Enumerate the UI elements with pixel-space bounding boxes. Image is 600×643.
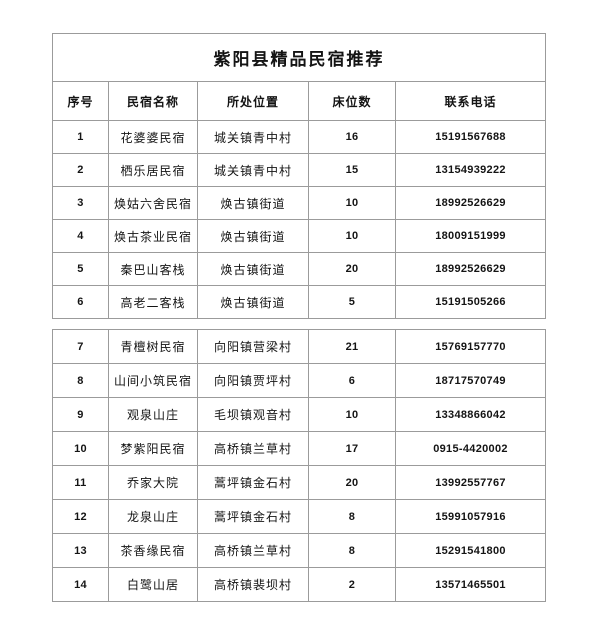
cell-location: 高桥镇兰草村 — [197, 431, 309, 466]
cell-bed-count: 10 — [308, 397, 396, 432]
homestay-recommendation-table: 紫阳县精品民宿推荐 序号 民宿名称 所处位置 床位数 联系电话 1 花婆婆民宿 … — [51, 33, 547, 602]
cell-homestay-name: 观泉山庄 — [108, 397, 198, 432]
cell-bed-count: 6 — [308, 363, 396, 398]
cell-location: 向阳镇贾坪村 — [197, 363, 309, 398]
table-body-block-1: 1 花婆婆民宿 城关镇青中村 16 15191567688 2 栖乐居民宿 城关… — [52, 120, 547, 319]
cell-location: 焕古镇街道 — [197, 219, 309, 253]
cell-serial-number: 13 — [52, 533, 109, 568]
table-row: 3 焕姑六舍民宿 焕古镇街道 10 18992526629 — [52, 186, 547, 220]
cell-contact-phone: 15191505266 — [394, 285, 547, 319]
column-header-no: 序号 — [52, 81, 109, 121]
cell-location: 毛坝镇观音村 — [197, 397, 309, 432]
cell-location: 焕古镇街道 — [197, 186, 309, 220]
cell-serial-number: 2 — [52, 153, 109, 187]
cell-serial-number: 8 — [52, 363, 109, 398]
table-row: 11 乔家大院 蒿坪镇金石村 20 13992557767 — [52, 465, 546, 500]
cell-serial-number: 1 — [52, 120, 109, 154]
cell-homestay-name: 秦巴山客栈 — [108, 252, 198, 286]
cell-contact-phone: 18992526629 — [394, 252, 547, 286]
cell-serial-number: 12 — [52, 499, 109, 534]
cell-contact-phone: 15991057916 — [395, 499, 546, 534]
cell-bed-count: 15 — [308, 153, 396, 187]
cell-serial-number: 9 — [52, 397, 109, 432]
cell-bed-count: 17 — [308, 431, 396, 466]
cell-bed-count: 16 — [308, 120, 396, 154]
cell-location: 向阳镇营梁村 — [197, 329, 309, 364]
column-header-phone: 联系电话 — [394, 81, 547, 121]
cell-location: 高桥镇兰草村 — [197, 533, 309, 568]
cell-bed-count: 8 — [308, 533, 396, 568]
cell-homestay-name: 青檀树民宿 — [108, 329, 198, 364]
table-title: 紫阳县精品民宿推荐 — [51, 33, 547, 82]
table-row: 1 花婆婆民宿 城关镇青中村 16 15191567688 — [52, 120, 547, 154]
column-header-location: 所处位置 — [197, 81, 309, 121]
cell-serial-number: 6 — [52, 285, 109, 319]
cell-bed-count: 20 — [308, 252, 396, 286]
cell-location: 高桥镇裴坝村 — [197, 567, 309, 602]
cell-homestay-name: 花婆婆民宿 — [108, 120, 198, 154]
column-header-beds: 床位数 — [308, 81, 396, 121]
cell-homestay-name: 茶香缘民宿 — [108, 533, 198, 568]
cell-bed-count: 21 — [308, 329, 396, 364]
cell-contact-phone: 15291541800 — [395, 533, 546, 568]
cell-serial-number: 10 — [52, 431, 109, 466]
cell-homestay-name: 栖乐居民宿 — [108, 153, 198, 187]
cell-contact-phone: 18717570749 — [395, 363, 546, 398]
cell-location: 蒿坪镇金石村 — [197, 465, 309, 500]
cell-contact-phone: 13571465501 — [395, 567, 546, 602]
table-block-1: 紫阳县精品民宿推荐 序号 民宿名称 所处位置 床位数 联系电话 1 花婆婆民宿 … — [51, 33, 547, 319]
cell-homestay-name: 乔家大院 — [108, 465, 198, 500]
cell-homestay-name: 梦紫阳民宿 — [108, 431, 198, 466]
cell-bed-count: 10 — [308, 219, 396, 253]
cell-homestay-name: 山间小筑民宿 — [108, 363, 198, 398]
table-row: 5 秦巴山客栈 焕古镇街道 20 18992526629 — [52, 252, 547, 286]
table-block-2: 7 青檀树民宿 向阳镇营梁村 21 15769157770 8 山间小筑民宿 向… — [52, 329, 546, 602]
table-header-row: 序号 民宿名称 所处位置 床位数 联系电话 — [52, 81, 547, 121]
cell-bed-count: 8 — [308, 499, 396, 534]
table-title-row: 紫阳县精品民宿推荐 — [51, 33, 547, 82]
cell-contact-phone: 13154939222 — [394, 153, 547, 187]
cell-serial-number: 7 — [52, 329, 109, 364]
column-header-name: 民宿名称 — [108, 81, 198, 121]
cell-homestay-name: 焕古茶业民宿 — [108, 219, 198, 253]
cell-homestay-name: 焕姑六舍民宿 — [108, 186, 198, 220]
cell-location: 城关镇青中村 — [197, 153, 309, 187]
table-row: 4 焕古茶业民宿 焕古镇街道 10 18009151999 — [52, 219, 547, 253]
cell-bed-count: 2 — [308, 567, 396, 602]
table-row: 12 龙泉山庄 蒿坪镇金石村 8 15991057916 — [52, 499, 546, 534]
cell-contact-phone: 18009151999 — [394, 219, 547, 253]
table-row: 7 青檀树民宿 向阳镇营梁村 21 15769157770 — [52, 329, 546, 364]
cell-serial-number: 14 — [52, 567, 109, 602]
cell-location: 焕古镇街道 — [197, 285, 309, 319]
cell-homestay-name: 白鹭山居 — [108, 567, 198, 602]
table-row: 8 山间小筑民宿 向阳镇贾坪村 6 18717570749 — [52, 363, 546, 398]
cell-location: 蒿坪镇金石村 — [197, 499, 309, 534]
table-row: 14 白鹭山居 高桥镇裴坝村 2 13571465501 — [52, 567, 546, 602]
cell-contact-phone: 15191567688 — [394, 120, 547, 154]
cell-contact-phone: 13348866042 — [395, 397, 546, 432]
cell-location: 城关镇青中村 — [197, 120, 309, 154]
table-body-block-2: 7 青檀树民宿 向阳镇营梁村 21 15769157770 8 山间小筑民宿 向… — [52, 329, 546, 602]
cell-bed-count: 5 — [308, 285, 396, 319]
cell-homestay-name: 龙泉山庄 — [108, 499, 198, 534]
cell-serial-number: 4 — [52, 219, 109, 253]
cell-contact-phone: 15769157770 — [395, 329, 546, 364]
cell-serial-number: 3 — [52, 186, 109, 220]
cell-location: 焕古镇街道 — [197, 252, 309, 286]
cell-contact-phone: 0915-4420002 — [395, 431, 546, 466]
table-row: 13 茶香缘民宿 高桥镇兰草村 8 15291541800 — [52, 533, 546, 568]
table-row: 10 梦紫阳民宿 高桥镇兰草村 17 0915-4420002 — [52, 431, 546, 466]
cell-bed-count: 20 — [308, 465, 396, 500]
cell-contact-phone: 13992557767 — [395, 465, 546, 500]
cell-contact-phone: 18992526629 — [394, 186, 547, 220]
cell-serial-number: 11 — [52, 465, 109, 500]
table-row: 2 栖乐居民宿 城关镇青中村 15 13154939222 — [52, 153, 547, 187]
table-block-gap — [52, 319, 545, 329]
cell-homestay-name: 高老二客栈 — [108, 285, 198, 319]
cell-serial-number: 5 — [52, 252, 109, 286]
table-row: 6 高老二客栈 焕古镇街道 5 15191505266 — [52, 285, 547, 319]
cell-bed-count: 10 — [308, 186, 396, 220]
table-row: 9 观泉山庄 毛坝镇观音村 10 13348866042 — [52, 397, 546, 432]
